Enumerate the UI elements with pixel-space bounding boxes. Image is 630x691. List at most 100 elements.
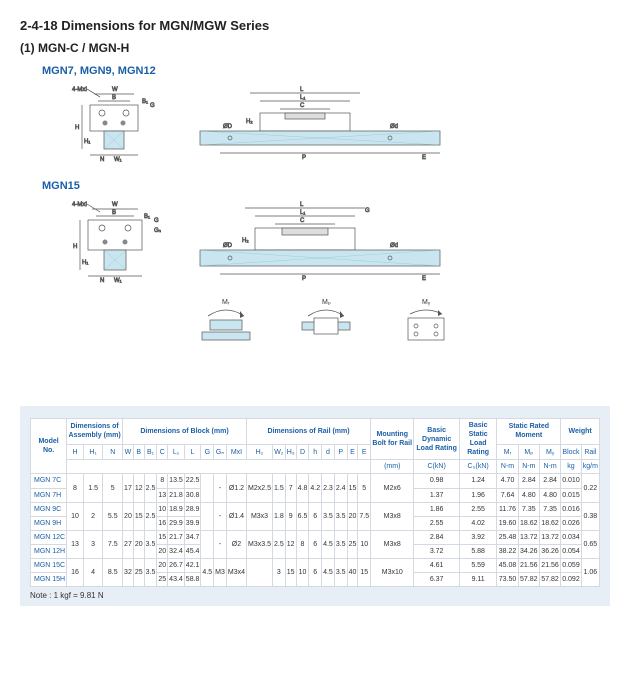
unit-kgm: kg/m: [581, 460, 599, 474]
table-row: MGN 9C1025.520152.51018.928.9-Ø1.4M3x31.…: [31, 502, 600, 516]
col-bw: Block: [561, 444, 582, 460]
col-cdyn: Basic Dynamic Load Rating: [414, 419, 460, 460]
svg-text:B₁: B₁: [142, 99, 148, 105]
diagram-label-1: MGN7, MGN9, MGN12: [42, 65, 610, 77]
table-row: MGN 12C1337.527203.51521.734.7-Ø2M3x3.52…: [31, 530, 600, 544]
svg-text:H: H: [73, 244, 77, 250]
unit-c: C(kN): [414, 460, 460, 474]
dimensions-table-panel: Model No. Dimensions of Assembly (mm) Di…: [20, 406, 610, 606]
unit-c0: C₀(kN): [459, 460, 497, 474]
cross-section-diagram-2: 4-MxI W B H N W₁: [42, 198, 172, 288]
col-Mp: Mₚ: [518, 444, 539, 460]
col-Mxl: MxI: [226, 444, 246, 460]
moment-mr-icon: Mᵣ: [196, 296, 256, 346]
col-rail: Dimensions of Rail (mm): [247, 419, 371, 445]
col-H: H: [67, 444, 84, 460]
svg-text:H₂: H₂: [242, 238, 249, 244]
svg-text:H: H: [75, 125, 79, 131]
unit-nm2: N-m: [518, 460, 539, 474]
col-h: h: [309, 444, 322, 460]
col-H3: H₃: [285, 444, 296, 460]
svg-text:E: E: [422, 155, 426, 161]
svg-text:B: B: [112, 95, 116, 101]
svg-text:L₁: L₁: [300, 210, 305, 216]
svg-text:Mᵧ: Mᵧ: [422, 299, 431, 306]
svg-text:Gₙ: Gₙ: [154, 228, 162, 234]
col-B1: B₁: [144, 444, 157, 460]
svg-text:L: L: [300, 202, 304, 208]
moment-my-icon: Mᵧ: [396, 296, 456, 346]
svg-text:Mₚ: Mₚ: [322, 299, 331, 306]
svg-text:ØD: ØD: [223, 243, 233, 249]
svg-text:H₁: H₁: [84, 139, 90, 145]
svg-text:W: W: [112, 87, 118, 93]
unit-nm1: N-m: [497, 460, 518, 474]
col-G: G: [201, 444, 214, 460]
svg-text:N: N: [100, 157, 104, 163]
col-block: Dimensions of Block (mm): [123, 419, 247, 445]
svg-text:W₁: W₁: [114, 278, 122, 284]
svg-text:G: G: [154, 218, 159, 224]
moment-label: Mᵣ: [222, 299, 230, 306]
svg-text:C: C: [300, 103, 305, 109]
col-model: Model No.: [31, 419, 67, 474]
col-B: B: [133, 444, 144, 460]
svg-text:E: E: [422, 276, 426, 282]
svg-text:G: G: [150, 103, 155, 109]
col-cstat: Basic Static Load Rating: [459, 419, 497, 460]
col-Gn: Gₙ: [214, 444, 227, 460]
svg-text:L₁: L₁: [300, 95, 305, 101]
table-row: MGN 15C1648.532253.52026.742.14.5M3M3x43…: [31, 559, 600, 573]
side-view-diagram-2: L L₁ C ØD Ød P: [190, 198, 450, 288]
svg-text:4-MxI: 4-MxI: [72, 87, 87, 93]
svg-text:L: L: [300, 87, 304, 93]
svg-text:C: C: [300, 218, 305, 224]
svg-text:G: G: [365, 208, 370, 214]
col-P: P: [334, 444, 347, 460]
svg-text:B: B: [112, 210, 116, 216]
col-H2: H₂: [247, 444, 273, 460]
table-body: MGN 7C81.5517122.5813.522.5-Ø1.2M2x2.51.…: [31, 474, 600, 587]
col-bolt: Mounting Bolt for Rail: [371, 419, 414, 460]
col-D: D: [296, 444, 309, 460]
col-H1: H₁: [83, 444, 103, 460]
section-title: 2-4-18 Dimensions for MGN/MGW Series: [20, 18, 610, 33]
diagram-label-2: MGN15: [42, 180, 610, 192]
svg-text:W: W: [112, 202, 118, 208]
svg-text:P: P: [302, 155, 306, 161]
col-d: d: [322, 444, 335, 460]
note-text: Note : 1 kgf = 9.81 N: [30, 591, 600, 600]
svg-text:Ød: Ød: [390, 243, 398, 249]
col-assy: Dimensions of Assembly (mm): [67, 419, 123, 445]
col-moment: Static Rated Moment: [497, 419, 561, 445]
diagram-set-2: 4-MxI W B H N W₁: [42, 198, 610, 346]
unit-bolt: (mm): [371, 460, 414, 474]
col-W: W: [123, 444, 134, 460]
col-E: E: [347, 444, 358, 460]
col-C: C: [157, 444, 168, 460]
unit-nm3: N-m: [539, 460, 560, 474]
col-rw: Rail: [581, 444, 599, 460]
page: 2-4-18 Dimensions for MGN/MGW Series (1)…: [0, 0, 630, 616]
col-E2: E: [358, 444, 371, 460]
col-Mr: Mᵣ: [497, 444, 518, 460]
svg-text:N: N: [100, 278, 104, 284]
col-N: N: [103, 444, 123, 460]
svg-text:H₁: H₁: [82, 260, 88, 266]
table-unit-row: (mm) C(kN) C₀(kN) N-m N-m N-m kg kg/m: [31, 460, 600, 474]
unit-kg: kg: [561, 460, 582, 474]
side-view-diagram: L L₁ C: [190, 83, 450, 168]
svg-text:B₁: B₁: [144, 214, 150, 220]
svg-text:4-MxI: 4-MxI: [72, 202, 87, 208]
col-My: Mᵧ: [539, 444, 560, 460]
col-weight: Weight: [561, 419, 600, 445]
cross-section-diagram: 4-MxI W B: [42, 83, 172, 168]
svg-text:Ød: Ød: [390, 124, 398, 130]
col-L: L: [184, 444, 201, 460]
col-W2: W₂: [272, 444, 285, 460]
table-subheader-row: H H₁ N W B B₁ C L₁ L G Gₙ MxI H₂ W₂ H₃ D: [31, 444, 600, 460]
svg-text:P: P: [302, 276, 306, 282]
dimensions-table: Model No. Dimensions of Assembly (mm) Di…: [30, 418, 600, 587]
svg-text:W₁: W₁: [114, 157, 122, 163]
moment-mp-icon: Mₚ: [296, 296, 356, 346]
